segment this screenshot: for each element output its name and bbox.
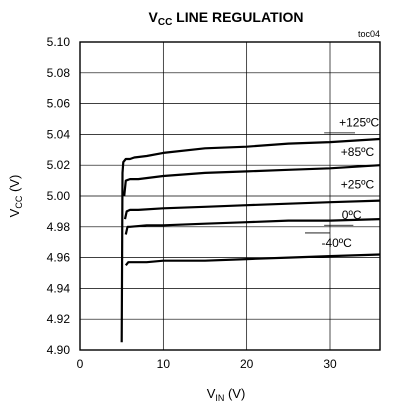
chart-title: VCC LINE REGULATION: [149, 9, 304, 28]
y-tick-label: 4.92: [47, 312, 71, 326]
y-tick-label: 5.06: [47, 97, 71, 111]
y-tick-label: 4.94: [47, 281, 71, 295]
x-tick-label: 30: [323, 357, 337, 371]
y-tick-label: 5.02: [47, 158, 71, 172]
series-line-4: [124, 253, 381, 266]
y-tick-label: 5.00: [47, 189, 71, 203]
x-tick-label: 0: [77, 357, 84, 371]
series-labels: +125ºC +85ºC +25ºC 0ºC -40ºC: [305, 116, 380, 250]
curves: [120, 137, 381, 343]
y-tick-label: 4.90: [47, 343, 71, 357]
y-tick-label: 4.98: [47, 220, 71, 234]
x-tick-label: 10: [157, 357, 171, 371]
series-line-2: [123, 199, 381, 220]
x-tick-label: 20: [240, 357, 254, 371]
y-tick-label: 5.04: [47, 127, 71, 141]
series-label-4: -40ºC: [321, 236, 352, 250]
series-line-1: [123, 164, 381, 197]
series-label-2: +25ºC: [341, 177, 375, 191]
series-label-1: +85ºC: [341, 145, 375, 159]
series-label-3: 0ºC: [342, 208, 362, 222]
x-tick-labels: 0 10 20 30: [77, 357, 337, 371]
y-tick-label: 5.10: [47, 35, 71, 49]
y-tick-labels: 4.90 4.92 4.94 4.96 4.98 5.00 5.02 5.04 5.06 5.08…: [47, 35, 71, 357]
x-axis-label: VIN (V): [207, 386, 246, 403]
series-label-0: +125ºC: [339, 116, 379, 130]
series-line-0: [120, 137, 381, 343]
plot-frame: [79, 41, 381, 351]
y-tick-label: 5.08: [47, 66, 71, 80]
series-line-3: [124, 218, 381, 235]
y-axis-label: VCC (V): [7, 175, 24, 218]
figure-tag: toc04: [358, 29, 380, 39]
y-tick-label: 4.96: [47, 251, 71, 265]
